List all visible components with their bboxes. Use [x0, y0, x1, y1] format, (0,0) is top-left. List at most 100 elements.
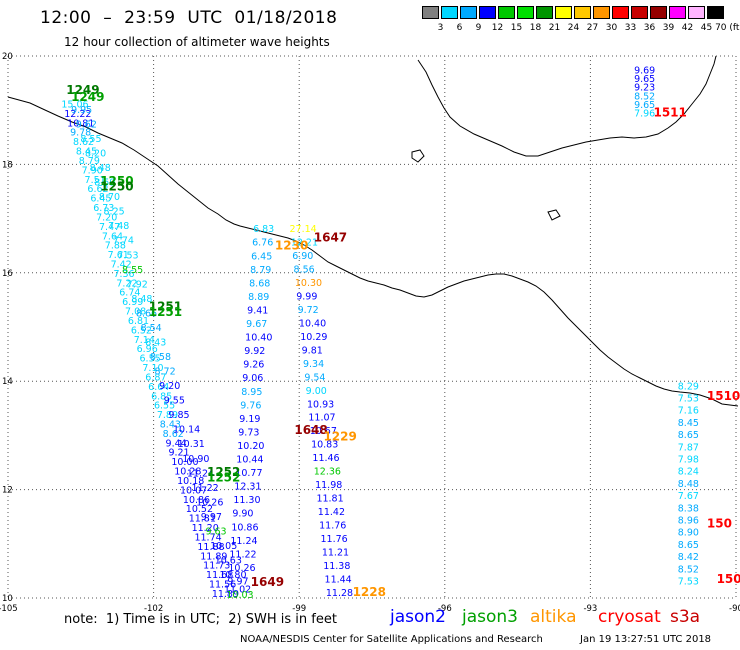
longitude-label: -105 — [0, 604, 18, 614]
swh-value: 10.67 — [310, 426, 337, 437]
swh-value: 6.52 — [131, 325, 152, 336]
swh-value: 7.90 — [82, 165, 103, 176]
swh-value: 10.14 — [173, 425, 200, 436]
swh-value: 8.55 — [80, 134, 101, 145]
scale-label: 9 — [475, 23, 482, 33]
legend-altika: altika — [530, 607, 577, 627]
swh-value: 8.62 — [163, 429, 184, 440]
swh-value: 6.99 — [122, 297, 143, 308]
swh-value: 11.81 — [189, 514, 216, 525]
swh-value: 7.48 — [108, 221, 129, 232]
swh-value: 6.76 — [252, 238, 273, 249]
swh-value: 8.38 — [678, 503, 699, 514]
credit-line: NOAA/NESDIS Center for Satellite Applica… — [240, 634, 543, 645]
scale-label: 70 (ft) — [715, 23, 740, 33]
swh-value: 8.54 — [141, 323, 162, 334]
swh-value: 11.46 — [312, 453, 339, 464]
swh-value: 7.47 — [99, 222, 120, 233]
swh-value: 8.48 — [131, 294, 152, 305]
axis-tick-labels: -105 -102 -99 -96 -93 -90 10 12 14 16 18 20 — [0, 52, 740, 614]
swh-value: 12.36 — [314, 467, 341, 478]
swh-value: 6.45 — [90, 194, 111, 205]
swh-value: 8.52 — [634, 91, 655, 102]
swh-value: 27.14 — [289, 224, 316, 235]
swh-value: 11.07 — [308, 413, 335, 424]
swh-value: 9.00 — [306, 386, 327, 397]
latitude-label: 14 — [2, 377, 13, 387]
swh-value: 9.65 — [634, 100, 655, 111]
legend-cryosat: cryosat — [598, 607, 661, 627]
swh-value: 11.68 — [206, 570, 233, 581]
pass-number-label: 150 — [717, 572, 740, 586]
swh-value: 6.90 — [292, 251, 313, 262]
swh-value: 7.36 — [113, 269, 134, 280]
swh-value: 9.85 — [168, 410, 189, 421]
swh-value: 9.23 — [634, 83, 655, 94]
longitude-label: -93 — [583, 604, 597, 614]
legend-s3a: s3a — [670, 607, 701, 627]
scale-label: 27 — [586, 23, 599, 33]
longitude-label: -102 — [144, 604, 163, 614]
swh-value: 11.89 — [200, 551, 227, 562]
latitude-label: 16 — [2, 269, 13, 279]
swh-value: 11.22 — [229, 549, 256, 560]
swh-value: 8.45 — [76, 147, 97, 158]
scale-label: 33 — [624, 23, 637, 33]
scale-swatch — [574, 6, 591, 19]
swh-value: 8.79 — [79, 156, 100, 167]
swh-value: 10.20 — [237, 441, 264, 452]
scale-label: 42 — [681, 23, 694, 33]
swh-value: 7.08 — [125, 307, 146, 318]
scale-swatch — [669, 6, 686, 19]
scale-label: 45 — [700, 23, 713, 33]
swh-value: 7.64 — [102, 231, 123, 242]
swh-value: 7.89 — [157, 410, 178, 421]
swh-value: 8.43 — [145, 337, 166, 348]
swh-value: 8.96 — [678, 515, 699, 526]
scale-swatch — [441, 6, 458, 19]
scale-swatch — [707, 6, 724, 19]
swh-value: 6.55 — [140, 354, 161, 365]
swh-value: 8.79 — [250, 265, 271, 276]
swh-value: 8.58 — [150, 352, 171, 363]
swh-value: 7.16 — [678, 406, 699, 417]
swh-value: 7.96 — [634, 109, 655, 120]
swh-value: 10.44 — [236, 455, 263, 466]
swh-value: 10.81 — [67, 118, 94, 129]
swh-value: 11.89 — [212, 589, 239, 600]
legend-jason2: jason2 — [390, 607, 446, 627]
pass-number-label: 150 — [707, 517, 732, 531]
swh-value: 9.73 — [238, 427, 259, 438]
footnote: note: 1) Time is in UTC; 2) SWH is in fe… — [64, 612, 337, 627]
swh-value: 8.43 — [160, 419, 181, 430]
swh-value: 8.62 — [73, 137, 94, 148]
scale-swatch — [631, 6, 648, 19]
coastline-mexico — [7, 96, 739, 407]
swh-value: 10.83 — [311, 440, 338, 451]
latitude-label: 18 — [2, 160, 13, 170]
swh-value: 9.99 — [296, 291, 317, 302]
swh-value: 11.81 — [316, 494, 343, 505]
swh-value: 9.63 — [205, 526, 226, 537]
scale-label: 39 — [662, 23, 675, 33]
swh-value: 12.31 — [234, 482, 261, 493]
generation-timestamp: Jan 19 13:27:51 UTC 2018 — [580, 634, 712, 645]
swh-value: 9.54 — [304, 372, 325, 383]
scale-swatch — [593, 6, 610, 19]
scale-swatch — [650, 6, 667, 19]
island-2 — [547, 209, 561, 221]
pass-number-label: 1251 — [149, 300, 182, 314]
legend-jason3: jason3 — [462, 607, 518, 627]
swh-value: 6.55 — [154, 401, 175, 412]
scale-label: 21 — [548, 23, 561, 33]
swh-value: 11.24 — [187, 468, 214, 479]
scale-swatch — [517, 6, 534, 19]
swh-value: 8.68 — [249, 278, 270, 289]
swh-value: 7.22 — [116, 278, 137, 289]
swh-observations: 15.0612.2210.819.788.628.458.797.907.516… — [61, 65, 699, 601]
swh-value: 8.48 — [90, 163, 111, 174]
swh-value: 8.56 — [294, 265, 315, 276]
pass-number-label: 1228 — [353, 585, 386, 599]
swh-value: 11.56 — [209, 580, 236, 591]
